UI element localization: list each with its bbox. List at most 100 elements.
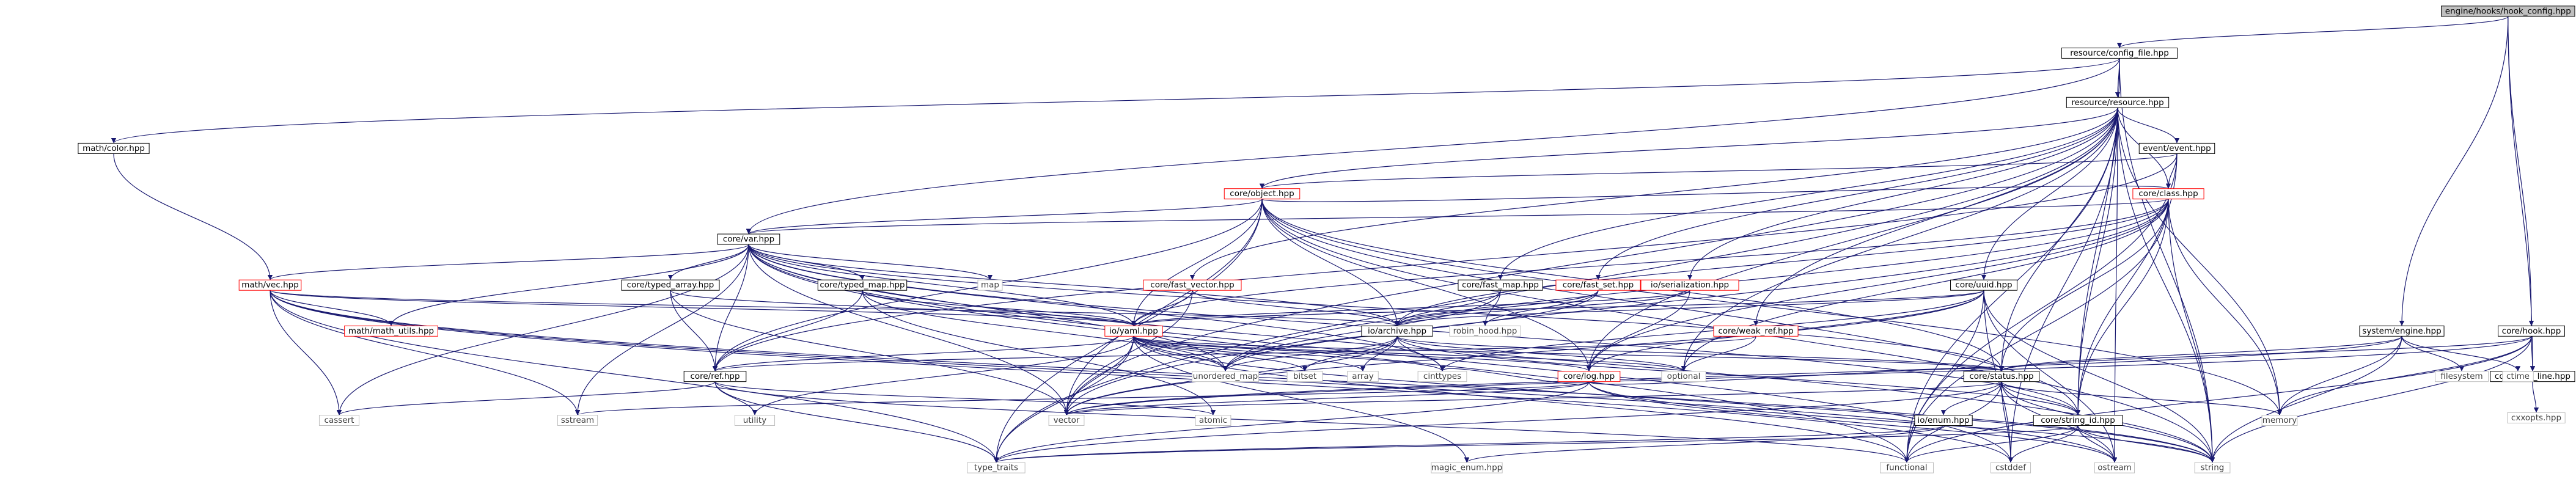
edge-archive-to-bitset: [1302, 336, 1398, 371]
node-box: [1458, 279, 1543, 291]
node-label: core/class.hpp: [2138, 189, 2198, 199]
node-ref[interactable]: core/ref.hpp: [683, 371, 747, 382]
node-box: [1950, 279, 2017, 291]
edge-resource-to-fast_map: [1497, 108, 2118, 280]
node-math-color[interactable]: math/color.hpp: [78, 142, 150, 154]
node-label: memory: [2262, 415, 2297, 425]
node-box: [2138, 142, 2215, 154]
edge-system_engine-to-ctime: [2401, 336, 2521, 371]
edge-hook_config-to-config_file: [2117, 16, 2509, 48]
edge-cmd_line-to-cxxopts: [2532, 381, 2539, 413]
node-weak-ref[interactable]: core/weak_ref.hpp: [1713, 325, 1799, 337]
node-system-engine[interactable]: system/engine.hpp: [2359, 325, 2445, 337]
nodes-layer: engine/hooks/hook_config.hpp resource/con…: [78, 5, 2575, 474]
node-label: type_traits: [974, 463, 1018, 473]
edge-system_engine-to-memory: [2277, 336, 2402, 415]
edge-typed_array-to-vector: [670, 290, 1070, 415]
edge-math_vec-to-yaml: [270, 290, 1136, 326]
edge-resource-to-memory: [2117, 108, 2283, 415]
node-config-file[interactable]: resource/config_file.hpp: [2061, 47, 2178, 59]
node-box: [2061, 47, 2178, 59]
node-box: [1557, 371, 1621, 382]
edge-var-to-sstream: [574, 244, 749, 415]
edge-hook_config-to-system_engine: [2399, 16, 2509, 326]
node-label: magic_enum.hpp: [1431, 463, 1502, 473]
node-serialization[interactable]: io/serialization.hpp: [1640, 279, 1739, 291]
edge-log-to-status: [1588, 366, 2004, 385]
node-box: [78, 142, 150, 154]
node-log[interactable]: core/log.hpp: [1557, 371, 1621, 382]
edge-object-to-class: [1261, 183, 2171, 202]
node-label: core/object.hpp: [1230, 189, 1294, 199]
node-box: [2194, 462, 2231, 474]
node-uuid[interactable]: core/uuid.hpp: [1950, 279, 2017, 291]
node-label: engine/hooks/hook_config.hpp: [2445, 6, 2571, 16]
node-label: cstddef: [1995, 463, 2027, 473]
node-label: math/vec.hpp: [241, 280, 299, 290]
node-fast-map[interactable]: core/fast_map.hpp: [1458, 279, 1543, 291]
edge-class-to-string: [2168, 199, 2215, 463]
node-type-traits: type_traits: [967, 462, 1026, 474]
edge-yaml-to-ref: [713, 335, 1134, 372]
node-box: [734, 415, 776, 426]
node-typed-map[interactable]: core/typed_map.hpp: [817, 279, 908, 291]
node-box: [1661, 371, 1706, 382]
node-label: cinttypes: [1423, 371, 1461, 381]
node-label: core/hook.hpp: [2502, 326, 2561, 336]
node-box: [717, 233, 780, 245]
node-label: io/enum.hpp: [1917, 415, 1969, 425]
edge-uuid-to-functional: [1904, 290, 1984, 463]
node-hook[interactable]: core/hook.hpp: [2498, 325, 2565, 337]
node-cinttypes: cinttypes: [1417, 371, 1467, 382]
edge-math_vec-to-archive: [270, 290, 1400, 326]
node-string-id[interactable]: core/string_id.hpp: [2033, 415, 2123, 426]
edge-log-to-cinttypes: [1439, 366, 1590, 385]
node-status[interactable]: core/status.hpp: [1963, 371, 2040, 382]
node-label: vector: [1054, 415, 1080, 425]
edge-var-to-cstddef: [748, 244, 2014, 463]
edge-log-to-ostream: [1588, 381, 2118, 463]
edge-resource-to-event: [2117, 108, 2180, 144]
node-box: [1555, 279, 1641, 291]
edge-var-to-status: [748, 244, 2005, 371]
node-label: core/log.hpp: [1563, 371, 1615, 381]
node-object[interactable]: core/object.hpp: [1224, 188, 1301, 200]
node-label: resource/config_file.hpp: [2070, 48, 2169, 58]
node-event[interactable]: event/event.hpp: [2138, 142, 2215, 154]
edge-yaml-to-array: [1133, 336, 1366, 371]
node-box: [1713, 325, 1799, 337]
edge-yaml-to-functional: [1133, 336, 1910, 463]
node-typed-array[interactable]: core/typed_array.hpp: [621, 279, 720, 291]
edge-yaml-to-string: [1133, 336, 2215, 463]
edge-string_id-to-functional: [1904, 425, 2079, 463]
edge-var-to-cinttypes: [748, 244, 1445, 371]
node-label: core/var.hpp: [723, 235, 774, 244]
node-math-utils[interactable]: math/math_utils.hpp: [344, 325, 438, 337]
node-label: cxxopts.hpp: [2511, 413, 2561, 423]
node-label: unordered_map: [1193, 371, 1258, 381]
node-math-vec[interactable]: math/vec.hpp: [238, 279, 302, 291]
node-class[interactable]: core/class.hpp: [2132, 188, 2204, 200]
edge-status-to-memory: [2001, 381, 2283, 416]
node-label: core/string_id.hpp: [2041, 415, 2115, 425]
node-fast-vector[interactable]: core/fast_vector.hpp: [1143, 279, 1242, 291]
node-yaml[interactable]: io/yaml.hpp: [1104, 325, 1163, 337]
edge-event-to-object: [1260, 153, 2178, 189]
node-archive[interactable]: io/archive.hpp: [1361, 325, 1433, 337]
edge-resource-to-uuid: [1981, 108, 2118, 280]
edge-archive-to-optional: [1396, 335, 1687, 372]
edge-enum-to-type_traits: [994, 425, 1944, 463]
node-resource[interactable]: resource/resource.hpp: [2066, 97, 2170, 108]
node-atomic: atomic: [1195, 415, 1231, 426]
node-hook-config[interactable]: engine/hooks/hook_config.hpp: [2441, 5, 2575, 17]
node-fast-set[interactable]: core/fast_set.hpp: [1555, 279, 1641, 291]
node-enum[interactable]: io/enum.hpp: [1914, 415, 1973, 426]
node-box: [1963, 371, 2040, 382]
node-var[interactable]: core/var.hpp: [717, 233, 780, 245]
edge-object-to-yaml: [1131, 199, 1263, 326]
edge-resource-to-log: [1586, 108, 2118, 371]
edge-uuid-to-archive: [1395, 290, 1984, 326]
edge-class-to-string_id: [2075, 199, 2169, 415]
edge-class-to-memory: [2168, 199, 2283, 415]
node-string: string: [2194, 462, 2231, 474]
